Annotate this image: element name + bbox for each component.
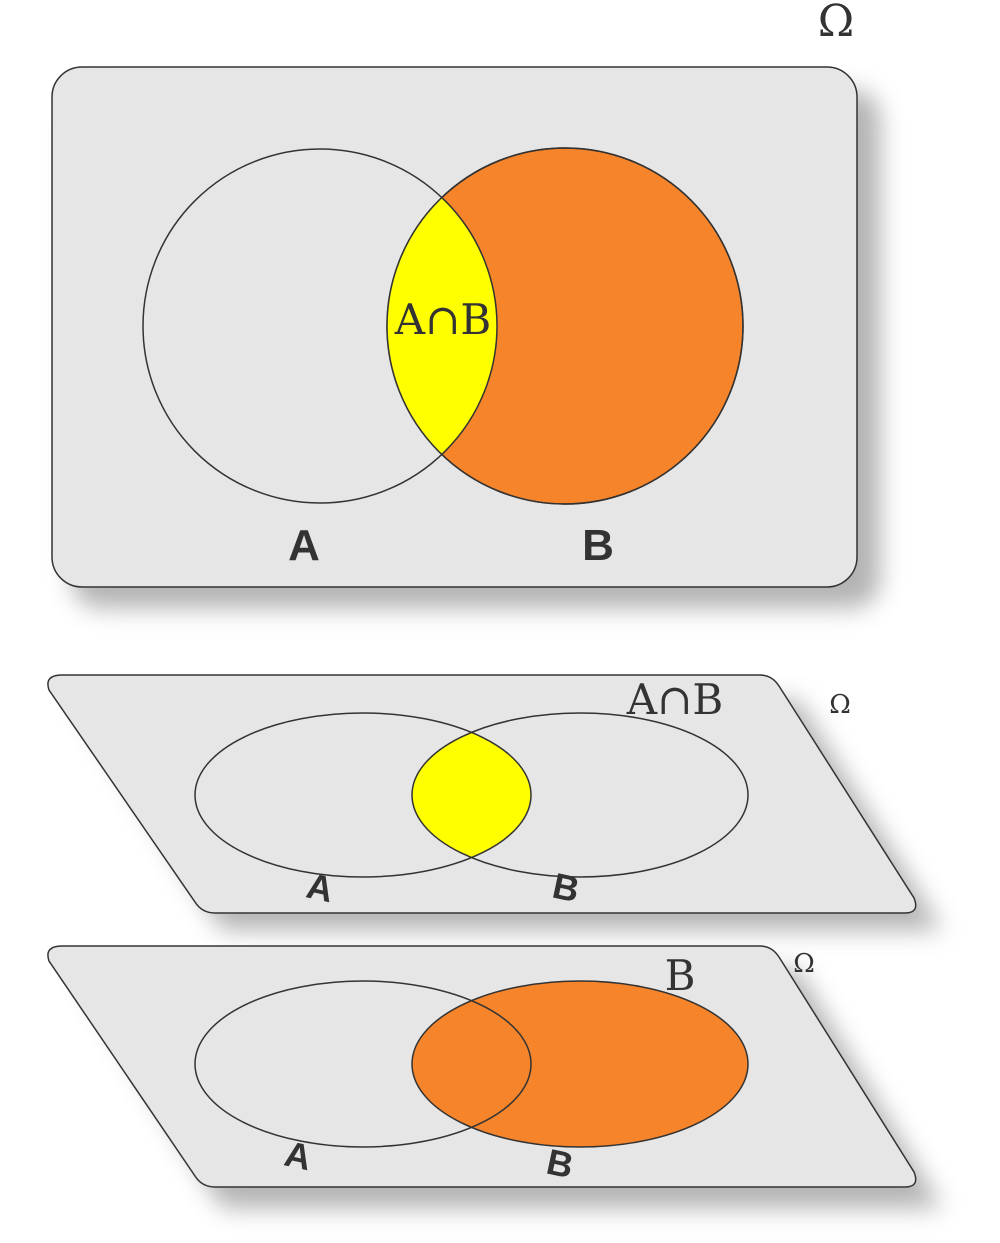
bottom-set-a-ellipse	[194, 980, 532, 1148]
top-set-a-label: A	[288, 521, 320, 570]
top-panel: Ω A∩B A B	[51, 0, 880, 608]
middle-set-b-ellipse	[411, 712, 749, 878]
top-intersection-label: A∩B	[394, 295, 491, 344]
middle-set-a-ellipse	[194, 712, 532, 878]
middle-title: A∩B	[626, 675, 723, 724]
middle-universe-label: Ω	[829, 690, 851, 720]
top-set-b-label: B	[582, 521, 614, 570]
bottom-set-b-region	[411, 980, 749, 1148]
bottom-universe-label: Ω	[793, 949, 815, 979]
top-set-b-outline	[386, 147, 744, 505]
top-universe-label: Ω	[818, 0, 854, 47]
top-set-a-circle	[142, 148, 498, 504]
middle-panel: A∩B Ω A B	[47, 674, 942, 930]
bottom-title: B	[665, 951, 696, 1000]
bottom-panel: B Ω A B	[47, 945, 942, 1208]
middle-intersection-region	[412, 713, 531, 877]
